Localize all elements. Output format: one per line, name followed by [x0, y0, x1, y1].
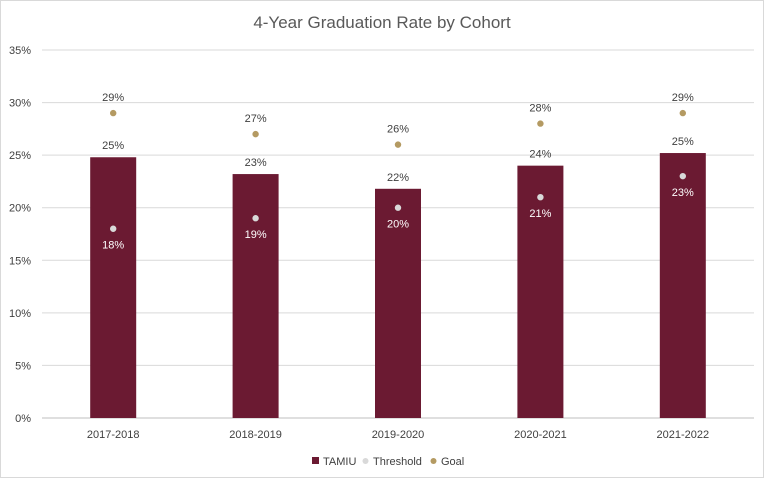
x-tick-label: 2019-2020: [372, 429, 425, 441]
threshold-point: [110, 225, 117, 232]
bar: [659, 153, 706, 419]
goal-point: [252, 130, 259, 138]
x-tick-label: 2021-2022: [656, 429, 709, 441]
markers: 18% 19% 20% 21% 23% 29% 27% 26% 28% 29%: [102, 92, 694, 252]
threshold-point: [537, 194, 544, 201]
x-tick-label: 2020-2021: [514, 429, 567, 441]
goal-point: [537, 120, 544, 127]
gridlines: [42, 49, 754, 419]
threshold-data-label: 23%: [672, 187, 694, 199]
y-tick-label: 30%: [9, 98, 31, 110]
x-axis-ticks: 2017-2018 2018-2019 2019-2020 2020-2021 2021…: [87, 429, 709, 441]
legend: TAMIU Threshold Goal: [312, 456, 464, 468]
threshold-data-label: 21%: [529, 208, 551, 220]
threshold-data-label: 19%: [245, 229, 267, 241]
y-tick-label: 15%: [9, 255, 31, 267]
bar-data-label: 25%: [102, 140, 124, 152]
legend-swatch: [430, 458, 437, 464]
goal-data-label: 26%: [387, 124, 409, 136]
bar: [517, 165, 564, 418]
y-axis-ticks: 0% 5% 10% 15% 20% 25% 30% 35%: [9, 45, 31, 425]
goal-data-label: 27%: [245, 113, 267, 125]
bar: [375, 188, 421, 418]
threshold-point: [394, 204, 402, 211]
legend-label: Threshold: [373, 456, 422, 468]
y-tick-label: 35%: [9, 45, 31, 57]
legend-label: TAMIU: [323, 456, 356, 468]
goal-point: [679, 109, 686, 117]
bar-data-label: 25%: [672, 136, 694, 148]
y-tick-label: 20%: [9, 203, 31, 215]
goal-data-label: 29%: [102, 92, 124, 104]
threshold-data-label: 18%: [102, 240, 124, 252]
y-tick-label: 0%: [15, 413, 31, 425]
bar-data-label: 24%: [529, 149, 551, 161]
legend-swatch: [312, 457, 319, 464]
goal-data-label: 28%: [529, 103, 551, 115]
x-tick-label: 2017-2018: [87, 429, 140, 441]
bar-data-label: 23%: [245, 157, 267, 169]
x-tick-label: 2018-2019: [229, 429, 282, 441]
y-tick-label: 25%: [9, 150, 31, 162]
goal-point: [394, 141, 402, 148]
threshold-point: [679, 172, 686, 180]
goal-point: [110, 109, 117, 117]
threshold-point: [252, 215, 259, 222]
bar-data-label: 22%: [387, 172, 409, 184]
goal-data-label: 29%: [672, 92, 694, 104]
threshold-data-label: 20%: [387, 219, 409, 231]
y-tick-label: 10%: [9, 308, 31, 320]
bar: [232, 174, 279, 418]
bar: [90, 157, 137, 418]
chart-title: 4-Year Graduation Rate by Cohort: [253, 13, 511, 32]
y-tick-label: 5%: [15, 360, 31, 372]
legend-swatch: [362, 458, 369, 464]
bars: 25% 23% 22% 24% 25%: [90, 136, 706, 419]
legend-label: Goal: [441, 456, 464, 468]
